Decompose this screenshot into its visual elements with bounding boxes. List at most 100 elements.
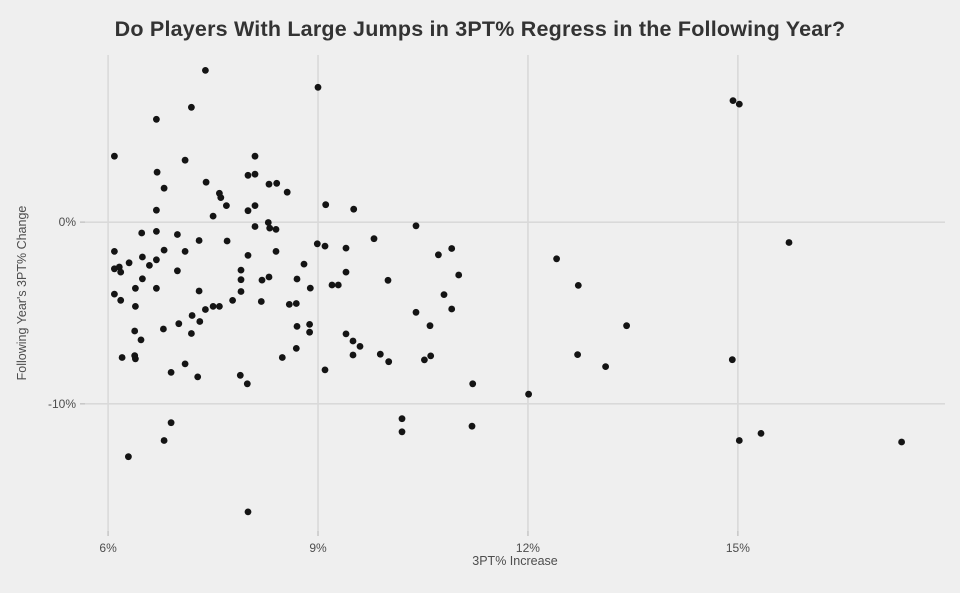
data-point — [118, 354, 126, 361]
data-point — [293, 323, 301, 330]
data-point — [115, 263, 123, 271]
data-point — [196, 318, 204, 325]
data-point — [153, 228, 160, 235]
data-point — [898, 438, 905, 446]
data-point — [244, 252, 252, 259]
data-point — [266, 224, 274, 232]
data-point — [257, 298, 265, 305]
data-point — [132, 284, 139, 292]
data-point — [370, 235, 378, 243]
data-point — [729, 97, 737, 104]
data-point — [306, 328, 313, 336]
data-point — [349, 337, 357, 345]
data-point — [342, 244, 350, 252]
data-point — [525, 390, 532, 398]
data-point — [468, 422, 476, 430]
data-point — [175, 320, 183, 328]
data-point — [153, 256, 160, 264]
data-point — [300, 260, 308, 268]
data-point — [412, 308, 420, 316]
y-tick-label: -10% — [48, 397, 76, 411]
data-point — [306, 321, 313, 328]
data-point — [111, 152, 118, 160]
data-point — [202, 306, 209, 313]
data-point — [237, 288, 245, 295]
data-point — [553, 255, 560, 263]
data-point — [334, 281, 342, 289]
x-axis-title: 3PT% Increase — [472, 554, 558, 568]
data-point — [125, 259, 133, 267]
data-point — [278, 354, 286, 361]
data-point — [728, 356, 736, 364]
data-point — [258, 276, 266, 284]
data-point — [244, 171, 252, 179]
x-tick-label: 12% — [516, 541, 540, 555]
data-point — [237, 276, 245, 284]
data-point — [117, 296, 125, 304]
data-point — [273, 179, 281, 187]
data-point — [131, 327, 139, 335]
data-point — [574, 282, 582, 289]
data-point — [265, 180, 273, 188]
data-point — [342, 330, 350, 338]
data-point — [229, 297, 237, 304]
data-point — [398, 428, 406, 436]
data-point — [202, 67, 209, 74]
data-point — [237, 266, 245, 274]
data-point — [153, 284, 160, 292]
x-tick-label: 15% — [726, 541, 750, 555]
data-point — [313, 240, 321, 248]
data-point — [236, 371, 244, 379]
data-point — [251, 152, 259, 160]
data-point — [321, 366, 329, 374]
data-point — [117, 268, 125, 276]
data-point — [195, 237, 203, 244]
data-point — [160, 325, 167, 333]
chart-title: Do Players With Large Jumps in 3PT% Regr… — [114, 17, 846, 41]
data-point — [448, 245, 456, 252]
data-point — [111, 248, 118, 255]
data-point — [188, 330, 195, 337]
data-point — [384, 276, 392, 284]
data-point — [194, 373, 202, 381]
data-point — [251, 223, 259, 230]
data-point — [440, 291, 448, 298]
data-point — [137, 336, 145, 344]
data-point — [188, 312, 196, 319]
data-point — [314, 83, 322, 91]
data-point — [349, 351, 357, 359]
y-tick-label: 0% — [59, 215, 77, 229]
data-point — [574, 351, 581, 358]
data-point — [244, 508, 252, 516]
data-point — [265, 273, 273, 281]
data-point — [264, 219, 272, 226]
data-point — [132, 303, 139, 310]
data-point — [251, 202, 259, 210]
data-point — [469, 380, 477, 388]
data-point — [602, 363, 609, 370]
data-point — [757, 430, 765, 437]
data-point — [322, 201, 330, 209]
data-point — [342, 268, 350, 276]
data-point — [251, 170, 259, 178]
data-point — [285, 301, 293, 308]
data-point — [283, 188, 291, 196]
data-point — [306, 284, 314, 292]
data-point — [412, 222, 420, 230]
data-point — [139, 253, 146, 261]
data-point — [153, 115, 160, 123]
data-point — [181, 156, 189, 164]
data-point — [160, 437, 168, 444]
data-point — [153, 206, 160, 214]
data-point — [146, 262, 153, 269]
data-point — [356, 343, 364, 350]
data-point — [153, 168, 161, 176]
data-point — [209, 303, 217, 310]
data-point — [195, 287, 203, 295]
x-tick-label: 9% — [309, 541, 327, 555]
x-tick-label: 6% — [99, 541, 117, 555]
data-point — [426, 322, 434, 330]
data-point — [167, 369, 175, 376]
data-point — [735, 100, 743, 108]
